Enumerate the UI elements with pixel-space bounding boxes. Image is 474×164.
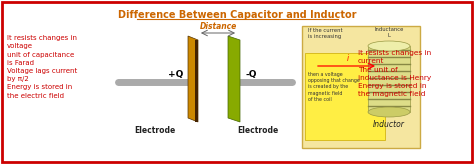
- Text: Difference Between Capacitor and Inductor: Difference Between Capacitor and Inducto…: [118, 10, 356, 20]
- FancyBboxPatch shape: [368, 46, 410, 112]
- Polygon shape: [228, 36, 240, 122]
- Text: i: i: [347, 54, 349, 63]
- Text: Electrode: Electrode: [237, 126, 279, 135]
- Text: Inductor: Inductor: [373, 120, 405, 129]
- Text: +Q: +Q: [168, 71, 183, 80]
- Text: If the current
is increasing: If the current is increasing: [308, 28, 343, 39]
- FancyBboxPatch shape: [305, 53, 385, 140]
- Text: -Q: -Q: [246, 71, 257, 80]
- Polygon shape: [188, 36, 198, 122]
- Text: It resists changes in
voltage
unit of capacitance
is Farad
Voltage lags current
: It resists changes in voltage unit of ca…: [7, 35, 77, 99]
- Text: Electrode: Electrode: [134, 126, 176, 135]
- Text: then a voltage
opposing that change
is created by the
magnetic field
of the coil: then a voltage opposing that change is c…: [308, 72, 360, 102]
- Text: Distance: Distance: [200, 22, 237, 31]
- Ellipse shape: [368, 41, 410, 51]
- Text: Inductance
L: Inductance L: [374, 27, 404, 38]
- Text: It resists changes in
current
The unit of
inductance is Henry
Energy is stored i: It resists changes in current The unit o…: [358, 50, 431, 97]
- Ellipse shape: [368, 107, 410, 117]
- Polygon shape: [195, 40, 198, 122]
- FancyBboxPatch shape: [302, 26, 420, 148]
